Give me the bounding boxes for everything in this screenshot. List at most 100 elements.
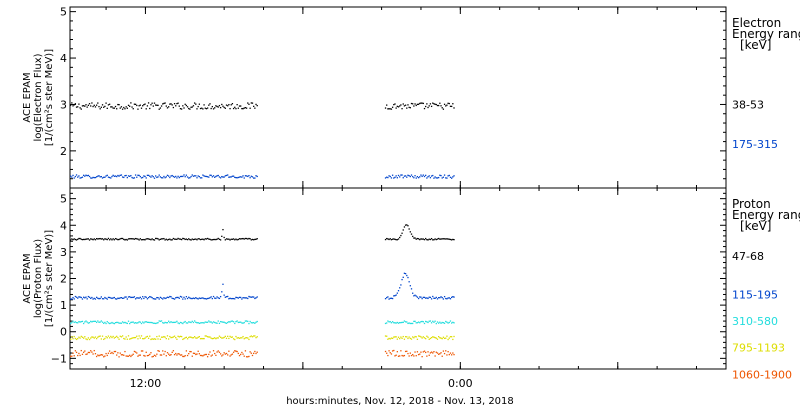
data-point — [123, 354, 125, 356]
data-point — [453, 175, 455, 177]
data-point — [253, 177, 255, 179]
data-point — [79, 321, 81, 323]
data-point — [241, 107, 243, 110]
legend-entry-795-1193: 795-1193 — [732, 342, 785, 355]
data-point — [443, 337, 446, 340]
data-point — [78, 352, 80, 355]
data-point — [219, 336, 222, 338]
data-point — [144, 239, 146, 241]
data-point — [198, 335, 201, 338]
data-point — [416, 175, 419, 178]
data-point — [210, 337, 212, 339]
data-point — [414, 175, 416, 177]
data-point — [151, 338, 153, 340]
data-point — [103, 356, 105, 358]
data-point — [240, 321, 242, 323]
data-point — [188, 177, 190, 179]
data-point — [175, 297, 177, 299]
data-point — [414, 294, 416, 296]
plot-frame — [69, 6, 727, 189]
data-point — [436, 177, 439, 179]
data-point — [434, 320, 436, 322]
data-point — [440, 322, 442, 324]
data-point — [118, 104, 120, 106]
data-point — [426, 321, 428, 323]
data-point — [447, 297, 449, 299]
data-point — [113, 350, 115, 353]
data-point — [192, 105, 195, 107]
data-point — [79, 337, 81, 339]
data-point — [77, 337, 79, 340]
data-point — [81, 353, 84, 355]
data-point — [156, 335, 158, 338]
data-point — [85, 174, 87, 176]
data-point — [208, 238, 210, 240]
data-point — [422, 238, 424, 240]
data-point — [91, 336, 93, 338]
data-point — [240, 176, 242, 178]
data-point — [73, 104, 75, 106]
data-point — [159, 107, 162, 109]
data-point — [415, 177, 417, 179]
data-point — [399, 236, 401, 239]
data-point — [208, 176, 210, 178]
data-point — [440, 105, 442, 107]
data-point — [189, 350, 191, 353]
data-point — [248, 322, 250, 325]
data-point — [126, 338, 128, 340]
data-point — [142, 176, 144, 179]
data-point — [384, 238, 387, 241]
data-point — [206, 297, 209, 300]
data-point — [447, 238, 449, 240]
data-point — [243, 177, 245, 179]
data-point — [147, 321, 150, 324]
data-point — [236, 177, 238, 179]
data-point — [421, 337, 423, 339]
data-point — [185, 174, 188, 176]
data-point — [196, 108, 198, 110]
data-point — [151, 321, 153, 324]
data-point — [394, 355, 396, 357]
data-point — [163, 175, 165, 178]
data-point — [105, 297, 107, 299]
series-1060-1900 — [70, 349, 455, 358]
data-point — [447, 351, 449, 353]
data-point — [165, 297, 167, 299]
data-point — [113, 239, 115, 241]
data-point — [420, 351, 422, 353]
data-point — [390, 177, 393, 179]
data-point — [117, 321, 119, 324]
data-point — [393, 295, 395, 297]
data-point — [419, 322, 421, 324]
data-point — [99, 176, 101, 178]
data-point — [107, 104, 110, 106]
data-point — [124, 239, 126, 241]
data-point — [73, 177, 75, 179]
data-point — [70, 175, 72, 177]
data-point — [137, 174, 139, 176]
data-point — [90, 105, 92, 107]
data-point — [131, 238, 133, 240]
data-point — [121, 176, 124, 178]
data-point — [230, 104, 232, 106]
data-point — [204, 107, 206, 109]
data-point — [388, 350, 390, 352]
data-point — [234, 298, 236, 300]
data-point — [155, 175, 157, 177]
data-point — [225, 296, 228, 298]
data-point — [389, 297, 391, 300]
data-point — [231, 320, 234, 322]
data-point — [176, 320, 178, 322]
data-point — [435, 238, 437, 241]
data-point — [134, 336, 137, 339]
data-point — [81, 320, 84, 323]
data-point — [232, 338, 235, 340]
data-point — [191, 355, 193, 357]
data-point — [73, 335, 75, 338]
data-point — [384, 350, 387, 353]
data-point — [399, 105, 401, 107]
data-point — [451, 296, 453, 299]
data-point — [211, 239, 213, 241]
data-point — [81, 238, 84, 241]
data-point — [426, 103, 428, 105]
